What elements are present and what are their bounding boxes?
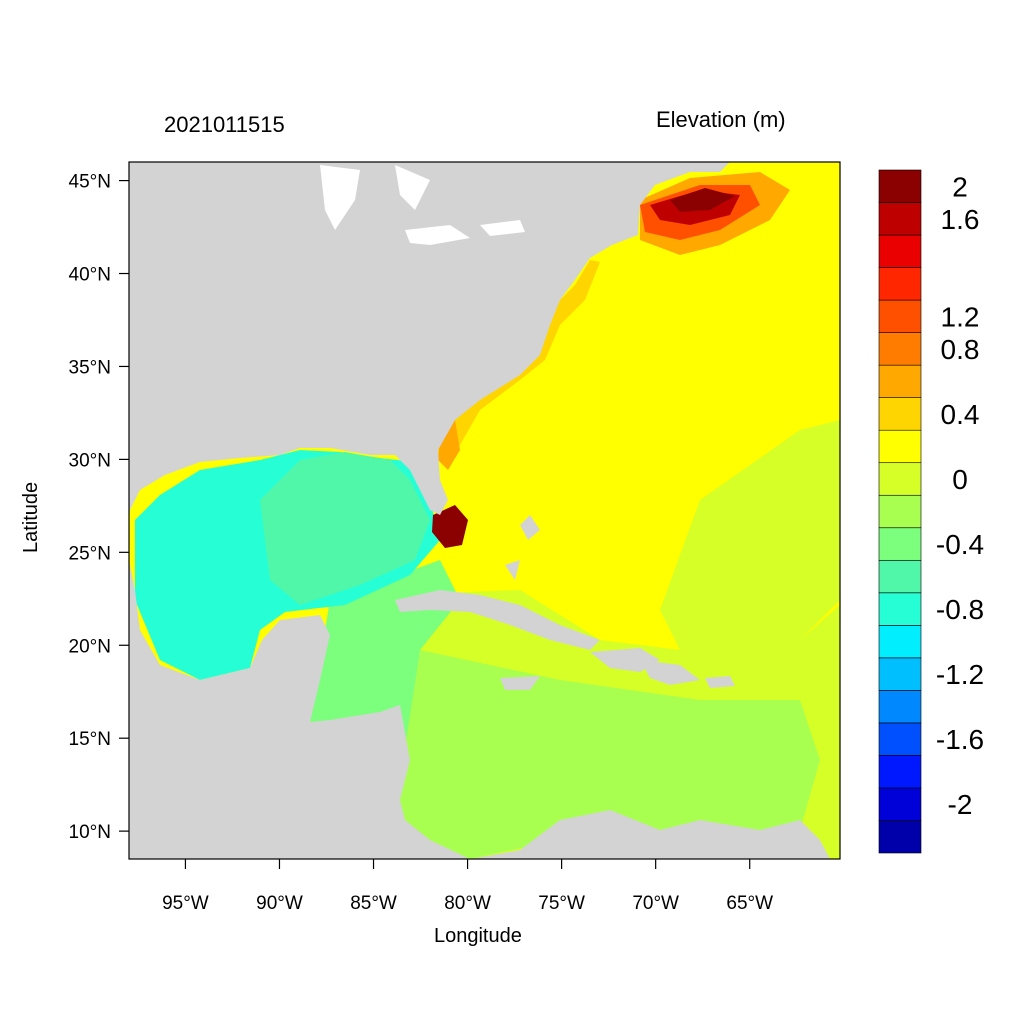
caribbean-field-low (395, 650, 820, 859)
lon-tick-label: 95°W (162, 893, 209, 914)
hispaniola-east (640, 660, 700, 685)
lat-tick-label: 25°N (69, 543, 111, 564)
lat-tick-label: 30°N (69, 450, 111, 471)
lat-tick-label: 10°N (69, 822, 111, 843)
lon-tick-label: 85°W (350, 893, 397, 914)
bahamas-island-2 (505, 560, 520, 580)
colorbar-swatch (878, 625, 922, 659)
lake-ontario (480, 220, 525, 236)
colorbar-swatch (878, 559, 922, 594)
latitude-ticks: 45°N 40°N 35°N 30°N 25°N 20°N 15°N 10°N (69, 172, 129, 843)
colorbar: -2 -1.6 -1.2 -0.8 -0.4 0 0.4 0.81.2 1.62 (878, 169, 984, 854)
cuba-island (395, 590, 600, 650)
puerto-rico-island (705, 676, 735, 688)
colorbar-swatch (878, 202, 922, 236)
lake-erie (405, 225, 470, 245)
colorbar-swatch (878, 429, 922, 464)
colorbar-swatch (878, 364, 922, 398)
hispaniola-west (590, 648, 660, 672)
lat-tick-label: 40°N (69, 265, 111, 286)
colorbar-label: -2 (948, 789, 973, 820)
colorbar-swatch (878, 820, 922, 854)
colorbar-label: 0 (952, 464, 968, 495)
plot-variable-title: Elevation (m) (656, 107, 786, 132)
colorbar-swatch (878, 332, 922, 366)
colorbar-swatch (878, 234, 922, 268)
bahamas-island-1 (520, 515, 540, 540)
colorbar-label: -0.8 (936, 594, 984, 625)
lake-huron (395, 165, 430, 210)
south-america-landmass (470, 810, 830, 859)
colorbar-label: 1.6 (941, 204, 980, 235)
map-plot-area (129, 162, 840, 859)
longitude-ticks: 95°W 90°W 85°W 80°W 75°W 70°W 65°W (162, 859, 773, 914)
lon-tick-label: 70°W (632, 893, 679, 914)
colorbar-swatch (878, 722, 922, 756)
colorbar-label: -1.6 (936, 724, 984, 755)
colorbar-swatch (878, 657, 922, 691)
lat-tick-label: 15°N (69, 729, 111, 750)
colorbar-swatch (878, 299, 922, 333)
lat-tick-label: 45°N (69, 172, 111, 193)
lon-tick-label: 80°W (444, 893, 491, 914)
colorbar-label: 0.4 (941, 399, 980, 430)
colorbar-swatch (878, 494, 922, 529)
plot-date-title: 2021011515 (164, 112, 285, 137)
land-masses (129, 162, 830, 859)
lon-tick-label: 75°W (538, 893, 585, 914)
eastern-gulf-field (260, 452, 430, 605)
gulf-of-maine-max (670, 188, 735, 212)
colorbar-label: 0.8 (941, 334, 980, 365)
x-axis-title: Longitude (434, 925, 522, 947)
south-florida-max (432, 505, 468, 548)
lon-tick-label: 90°W (256, 893, 303, 914)
plot-border (128, 161, 841, 860)
great-lakes (320, 165, 525, 245)
colorbar-swatch (878, 527, 922, 561)
colorbar-swatch (878, 462, 922, 496)
colorbar-swatch (878, 755, 922, 789)
colorbar-swatch (878, 787, 922, 821)
colorbar-label: -0.4 (936, 529, 984, 560)
lon-tick-label: 65°W (726, 893, 773, 914)
colorbar-label: -1.2 (936, 659, 984, 690)
colorbar-swatch (878, 690, 922, 724)
southeast-atlantic-field (660, 420, 840, 680)
lat-tick-label: 35°N (69, 357, 111, 378)
north-america-landmass (129, 162, 730, 520)
lat-tick-label: 20°N (69, 636, 111, 657)
colorbar-label: 2 (952, 171, 968, 202)
central-america-landmass (129, 560, 470, 859)
colorbar-label: 1.2 (941, 301, 980, 332)
colorbar-swatch (878, 169, 922, 203)
colorbar-swatch (878, 397, 922, 431)
lake-michigan (320, 165, 360, 230)
colorbar-swatch (878, 592, 922, 626)
colorbar-swatch (878, 267, 922, 301)
jamaica-island (500, 676, 540, 690)
